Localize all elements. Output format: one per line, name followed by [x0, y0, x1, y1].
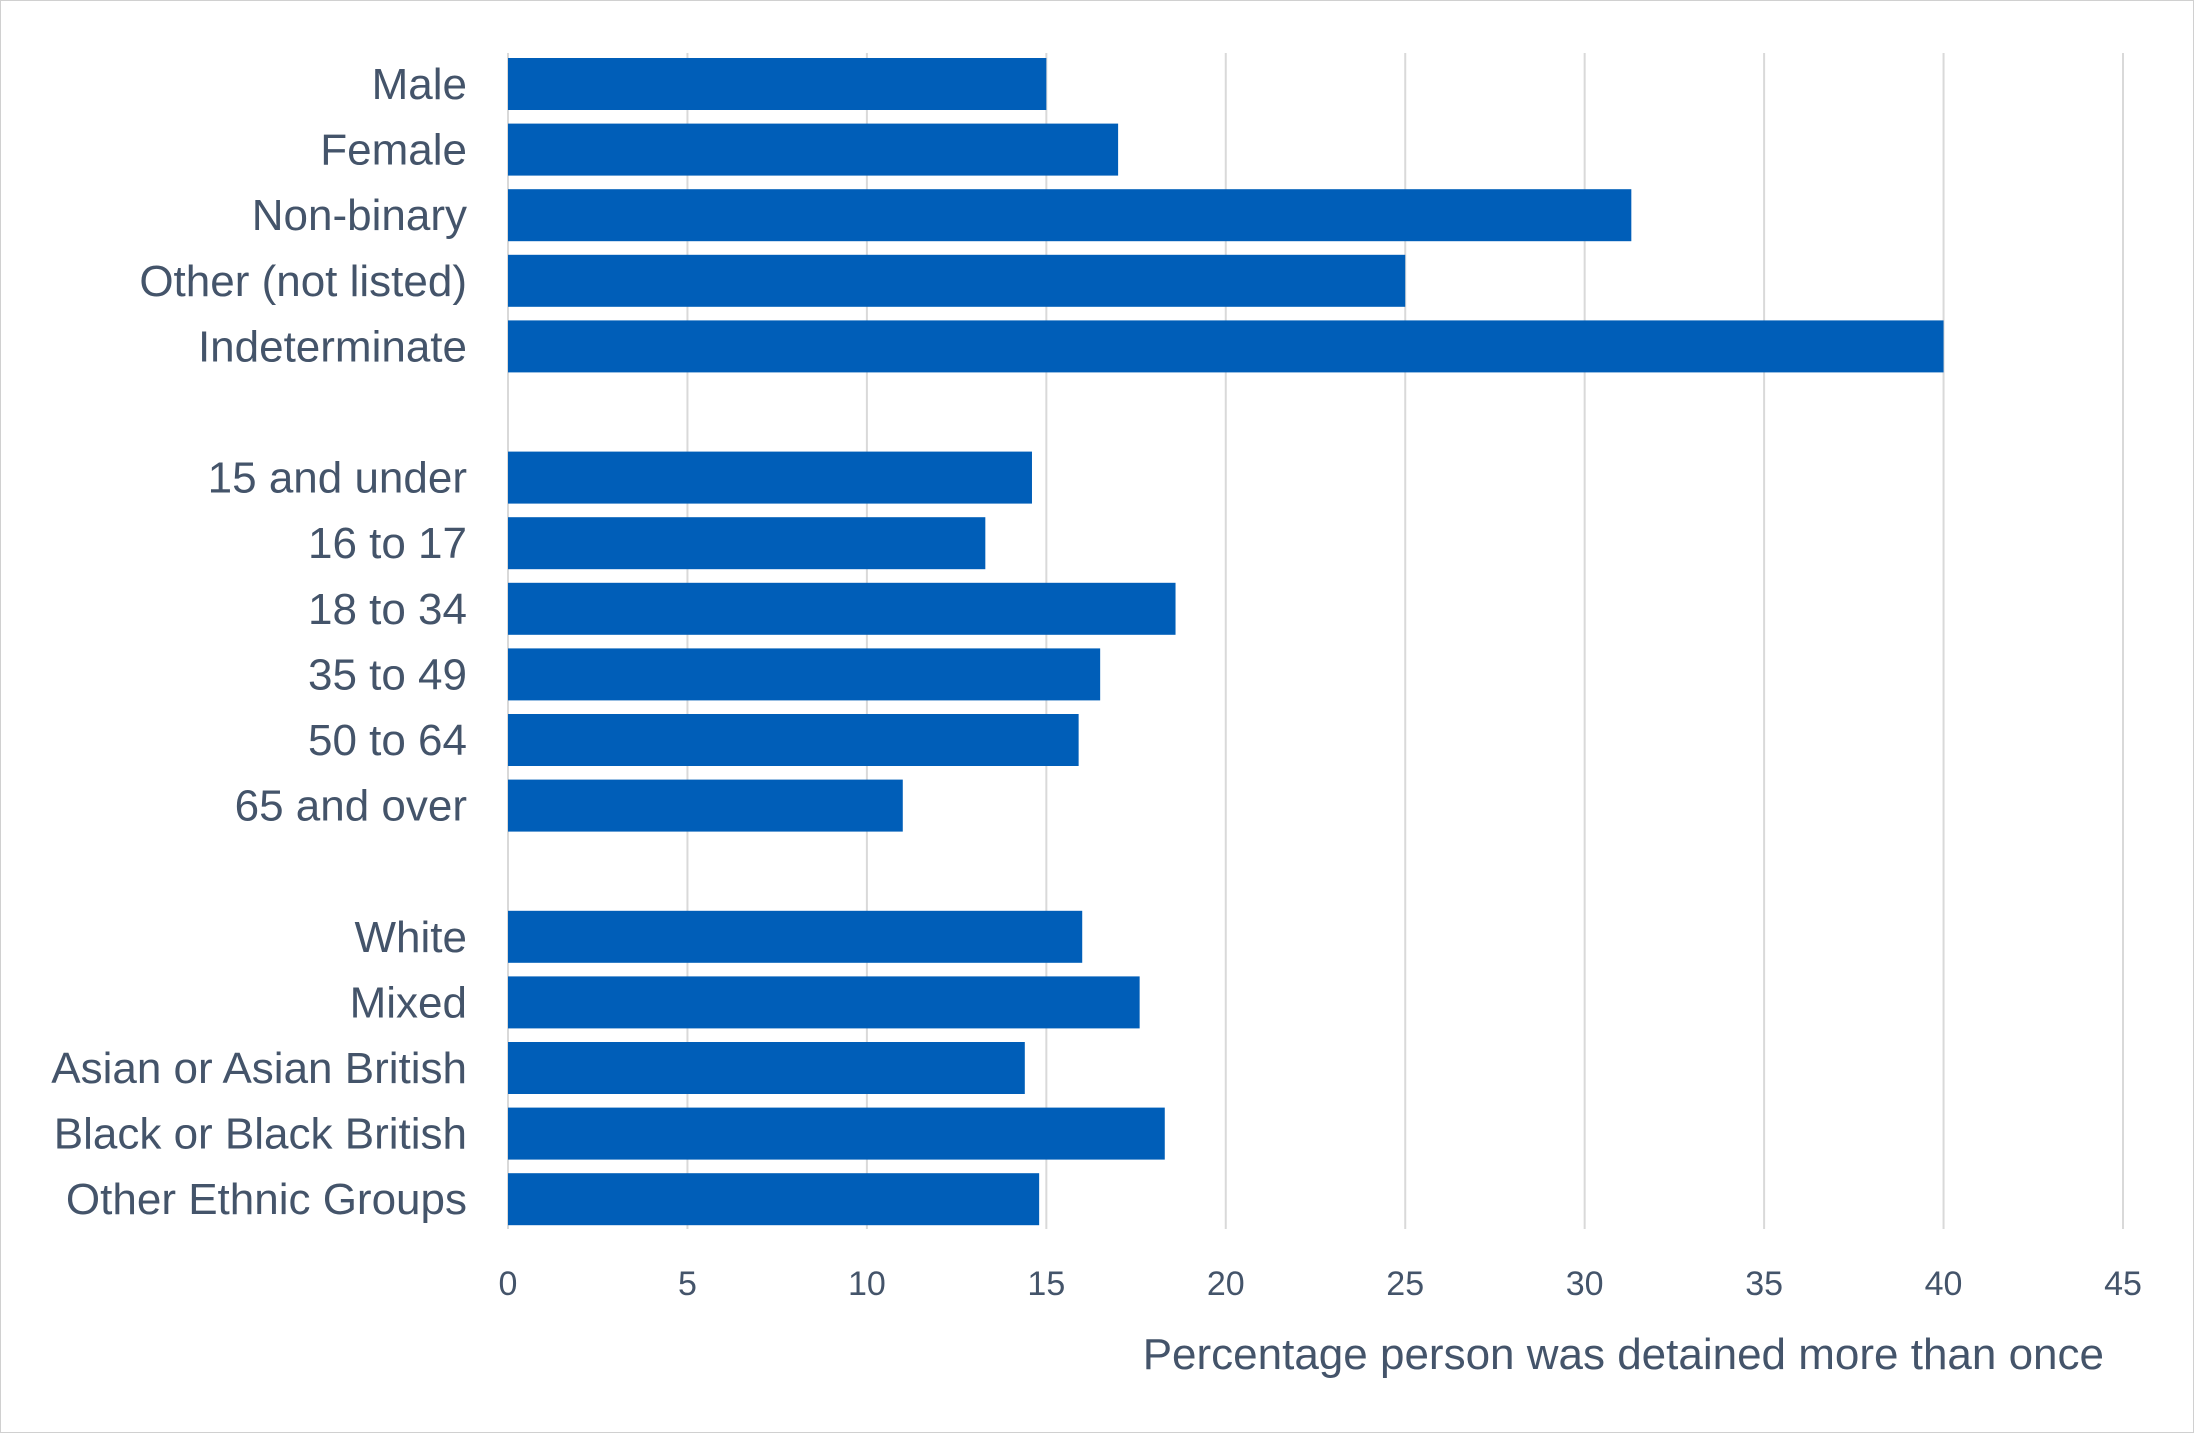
bar [508, 320, 1944, 373]
x-tick-label: 35 [1745, 1265, 1783, 1303]
category-label: 50 to 64 [308, 716, 467, 765]
x-tick-label: 25 [1386, 1265, 1424, 1303]
category-labels: Male Female Non-binary Other (not listed) In… [51, 60, 467, 1224]
category-label: White [355, 913, 467, 962]
x-axis-title: Percentage person was detained more than… [1143, 1330, 2104, 1379]
x-axis-tick-labels: 0 5 10 15 20 25 30 35 40 45 [499, 1265, 2142, 1303]
gridlines [507, 53, 2124, 1229]
category-label: Non-binary [252, 191, 467, 240]
category-label: 65 and over [235, 782, 467, 831]
bar [508, 58, 1047, 110]
x-tick-label: 0 [499, 1265, 518, 1303]
category-label: Female [320, 126, 467, 175]
category-label: Black or Black British [54, 1110, 467, 1159]
bar [508, 976, 1140, 1029]
bar [508, 1107, 1165, 1160]
category-label: Male [372, 60, 467, 109]
category-label: 15 and under [208, 454, 467, 503]
bar [508, 517, 986, 570]
bar [508, 1173, 1040, 1226]
x-tick-label: 40 [1925, 1265, 1963, 1303]
bar [508, 1042, 1025, 1094]
x-tick-label: 10 [848, 1265, 886, 1303]
bar [508, 714, 1079, 766]
x-tick-label: 20 [1207, 1265, 1245, 1303]
bar [508, 910, 1083, 963]
category-label: Other Ethnic Groups [66, 1175, 467, 1224]
bar [508, 451, 1032, 504]
bar [508, 254, 1406, 307]
x-tick-label: 15 [1027, 1265, 1065, 1303]
category-label: Indeterminate [198, 322, 467, 371]
x-tick-label: 5 [678, 1265, 697, 1303]
category-label: 16 to 17 [308, 519, 467, 568]
category-label: Mixed [350, 978, 467, 1027]
x-tick-label: 45 [2104, 1265, 2142, 1303]
bar [508, 582, 1176, 635]
bar [508, 189, 1632, 242]
bar [508, 779, 903, 832]
category-label: Other (not listed) [139, 257, 467, 306]
category-label: 35 to 49 [308, 650, 467, 699]
category-label: Asian or Asian British [51, 1044, 467, 1093]
bar [508, 648, 1101, 701]
bars [508, 58, 1944, 1226]
category-label: 18 to 34 [308, 585, 467, 634]
bar [508, 123, 1119, 176]
x-tick-label: 30 [1566, 1265, 1604, 1303]
